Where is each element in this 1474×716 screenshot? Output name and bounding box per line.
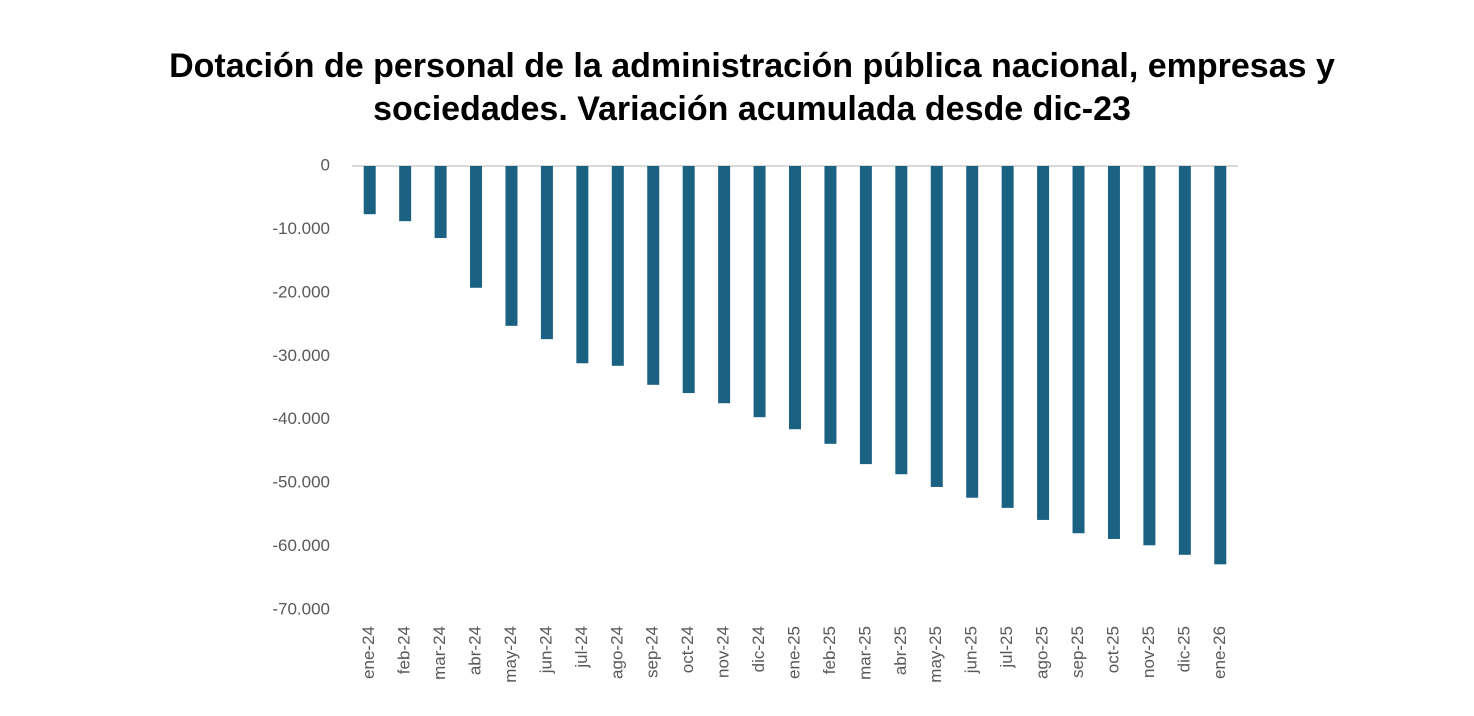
x-tick-label: dic-24 (749, 626, 768, 672)
y-tick-label: -30.000 (272, 346, 330, 365)
bar (470, 166, 483, 288)
y-tick-label: -50.000 (272, 473, 330, 492)
x-tick-label: abr-25 (891, 626, 910, 675)
x-tick-label: may-25 (926, 626, 945, 683)
x-tick-label: sep-24 (643, 626, 662, 678)
chart-title: sociedades. Variación acumulada desde di… (373, 90, 1131, 128)
x-tick-label: feb-25 (820, 626, 839, 674)
x-tick-label: ago-25 (1033, 626, 1052, 679)
x-tick-label: may-24 (501, 626, 520, 683)
bar (682, 166, 695, 394)
bar (505, 166, 518, 326)
y-tick-label: -10.000 (272, 219, 330, 238)
bar (576, 166, 589, 364)
bar (966, 166, 979, 498)
bar (434, 166, 447, 238)
x-tick-label: jun-24 (536, 626, 555, 674)
bar (647, 166, 660, 385)
bar (753, 166, 766, 418)
x-tick-label: abr-24 (466, 626, 485, 675)
bar (399, 166, 412, 222)
bar (789, 166, 801, 430)
x-tick-label: nov-25 (1139, 626, 1158, 678)
bar (1214, 166, 1227, 565)
bar (1037, 166, 1050, 520)
bar (611, 166, 624, 366)
y-tick-label: -60.000 (272, 536, 330, 555)
y-tick-label: 0 (321, 155, 330, 174)
x-tick-label: ene-26 (1210, 626, 1229, 679)
bar (859, 166, 872, 465)
bar (1143, 166, 1156, 546)
y-tick-label: -70.000 (272, 599, 330, 618)
bar (1107, 166, 1120, 539)
bar (363, 166, 376, 215)
bar (895, 166, 908, 475)
x-tick-label: jun-25 (962, 626, 981, 674)
bar (718, 166, 731, 404)
chart-title: Dotación de personal de la administració… (169, 47, 1335, 85)
bar (1072, 166, 1085, 534)
bar (1001, 166, 1014, 508)
x-tick-label: sep-25 (1068, 626, 1087, 678)
x-tick-label: mar-25 (855, 626, 874, 680)
x-tick-label: feb-24 (395, 626, 414, 674)
bar (930, 166, 943, 487)
bar (540, 166, 553, 340)
x-tick-label: ago-24 (607, 626, 626, 679)
x-tick-label: jul-25 (997, 626, 1016, 669)
x-tick-label: jul-24 (572, 626, 591, 669)
bar (824, 166, 837, 444)
x-tick-label: oct-25 (1103, 626, 1122, 673)
x-tick-label: dic-25 (1174, 626, 1193, 672)
y-tick-label: -40.000 (272, 409, 330, 428)
bar (1178, 166, 1191, 555)
x-tick-label: oct-24 (678, 626, 697, 673)
y-tick-label: -20.000 (272, 282, 330, 301)
x-tick-label: ene-24 (359, 626, 378, 679)
x-tick-label: mar-24 (430, 626, 449, 680)
x-tick-label: ene-25 (784, 626, 803, 679)
x-tick-label: nov-24 (714, 626, 733, 678)
